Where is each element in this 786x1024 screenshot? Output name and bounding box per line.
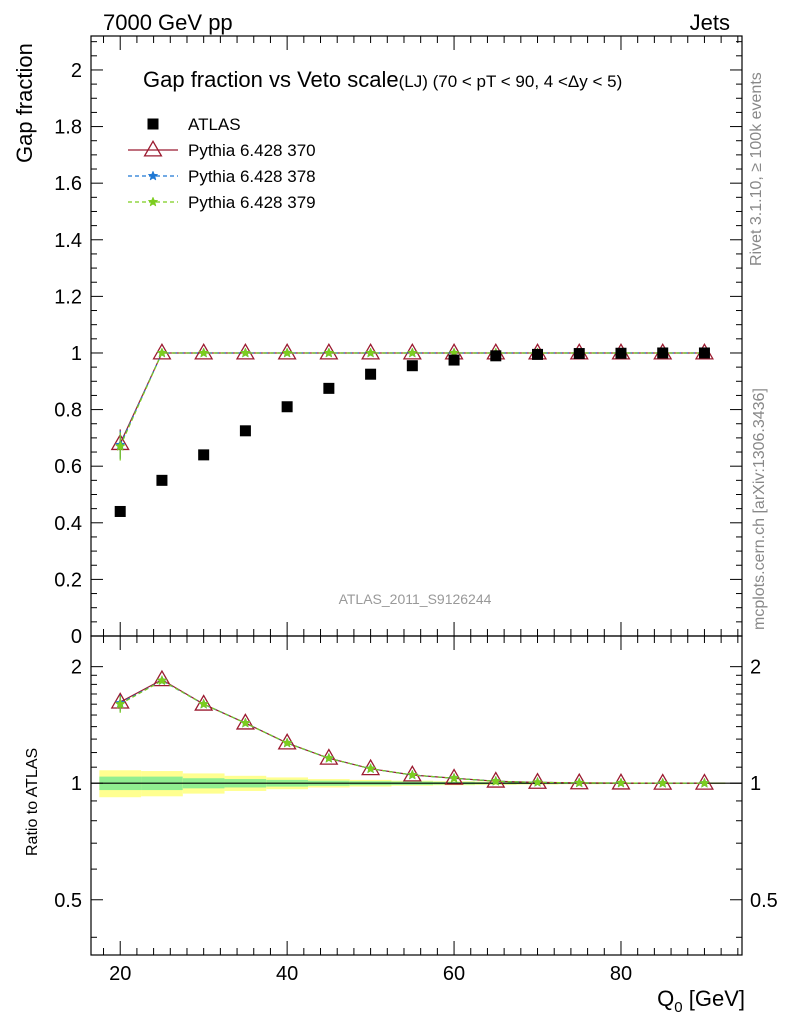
data-point-pythia-6-428-370 xyxy=(152,669,172,687)
data-point-pythia-6-428-379 xyxy=(406,347,418,358)
series-line-pythia-6-428-378 xyxy=(119,679,705,784)
main-y-tick-label: 0.4 xyxy=(54,513,82,535)
header-left-label: 7000 GeV pp xyxy=(103,10,233,35)
analysis-watermark: ATLAS_2011_S9126244 xyxy=(339,591,492,607)
data-point-atlas xyxy=(657,347,669,359)
main-y-tick-label: 1.2 xyxy=(54,286,82,308)
main-y-tick-label: 1 xyxy=(71,343,82,365)
data-point-pythia-6-428-379 xyxy=(240,717,251,728)
main-x-axis-ticks xyxy=(103,36,739,636)
data-point-pythia-6-428-379 xyxy=(406,769,418,780)
ratio-x-axis-ticks: 20 40 60 80 xyxy=(103,636,739,985)
data-point-atlas xyxy=(698,347,710,359)
data-point-pythia-6-428-379 xyxy=(365,763,376,774)
x-axis-label-main: Q xyxy=(657,986,674,1011)
data-point-pythia-6-428-379 xyxy=(699,777,710,788)
series-line-pythia-6-428-370 xyxy=(119,679,705,784)
uncertainty-bands xyxy=(90,635,743,956)
data-point-pythia-6-428-379 xyxy=(198,347,210,358)
data-point-atlas xyxy=(490,350,502,362)
data-point-pythia-6-428-379 xyxy=(365,347,376,358)
data-point-atlas xyxy=(573,348,585,360)
header-right-label: Jets xyxy=(690,10,730,35)
data-point-pythia-6-428-379 xyxy=(156,675,168,686)
ratio-y-tick-label: 1 xyxy=(71,773,82,795)
data-point-pythia-6-428-379 xyxy=(281,737,293,748)
main-y-tick-label: 1.8 xyxy=(54,117,82,139)
series-line-pythia-6-428-379 xyxy=(119,679,705,784)
data-point-atlas xyxy=(532,348,544,360)
ratio-y-tick-label-right: 0.5 xyxy=(750,890,778,912)
data-point-pythia-6-428-379 xyxy=(657,777,669,788)
data-point-atlas xyxy=(114,505,126,517)
data-point-pythia-6-428-379 xyxy=(240,347,251,358)
data-point-atlas xyxy=(156,474,168,486)
data-point-pythia-6-428-379 xyxy=(323,752,335,763)
data-point-pythia-6-428-379 xyxy=(573,777,585,788)
main-y-axis-label: Gap fraction xyxy=(12,43,37,163)
data-point-pythia-6-428-379 xyxy=(114,440,126,451)
chart-title-main: Gap fraction vs Veto scale xyxy=(143,67,399,92)
data-point-atlas xyxy=(198,449,210,461)
x-tick-label: 20 xyxy=(109,963,131,985)
ratio-y-axis-label: Ratio to ATLAS xyxy=(24,748,41,856)
legend-label-atlas: ATLAS xyxy=(188,115,241,134)
ratio-series-layer xyxy=(110,669,714,790)
legend-label-pythia-6-428-378: Pythia 6.428 378 xyxy=(188,167,316,186)
data-point-pythia-6-428-379 xyxy=(615,777,627,788)
ratio-plot-panel: 0.5 0.5 1 1 2 2 20 40 60 80 Ratio to ATLAS Q0 [G… xyxy=(24,635,778,1016)
x-axis-label-sub: 0 xyxy=(674,999,682,1016)
data-point-pythia-6-428-379 xyxy=(532,776,543,787)
legend-label-pythia-6-428-379: Pythia 6.428 379 xyxy=(188,193,316,212)
x-tick-label: 60 xyxy=(443,963,465,985)
data-point-atlas xyxy=(239,425,251,437)
x-tick-label: 80 xyxy=(610,963,632,985)
mcplots-label: mcplots.cern.ch [arXiv:1306.3436] xyxy=(751,388,768,630)
main-y-tick-label: 0.8 xyxy=(54,400,82,422)
legend: ATLAS Pythia 6.428 370 Pythia 6.428 378 Pyt… xyxy=(128,115,316,212)
x-axis-label-unit: [GeV] xyxy=(683,986,745,1011)
data-point-pythia-6-428-379 xyxy=(114,698,126,709)
data-point-pythia-6-428-379 xyxy=(281,347,293,358)
legend-marker-pythia-6-428-379 xyxy=(147,196,159,207)
data-point-atlas xyxy=(365,368,377,380)
main-series-layer xyxy=(110,343,714,517)
main-y-axis-ticks: 0 0.2 0.4 0.6 0.8 1 1.2 1.4 1.6 1.8 2 xyxy=(54,41,742,648)
ratio-y-tick-label-right: 2 xyxy=(750,657,761,679)
legend-marker-pythia-6-428-370 xyxy=(143,140,163,157)
main-plot-panel: 0 0.2 0.4 0.6 0.8 1 1.2 1.4 1.6 1.8 2 Gap fraction… xyxy=(12,35,743,648)
rivet-version-label: Rivet 3.1.10, ≥ 100k events xyxy=(748,72,765,266)
ratio-y-tick-label: 2 xyxy=(71,657,82,679)
data-point-atlas xyxy=(615,347,627,359)
data-point-atlas xyxy=(448,354,460,366)
legend-marker-atlas xyxy=(147,118,159,130)
chart-title-sub: (LJ) (70 < pT < 90, 4 <Δy < 5) xyxy=(399,72,623,91)
ratio-y-tick-label-right: 1 xyxy=(750,773,761,795)
legend-label-pythia-6-428-370: Pythia 6.428 370 xyxy=(188,141,316,160)
data-point-pythia-6-428-379 xyxy=(323,347,335,358)
x-tick-label: 40 xyxy=(276,963,298,985)
main-y-tick-label: 0.2 xyxy=(54,569,82,591)
main-y-tick-label: 0 xyxy=(71,626,82,648)
data-point-atlas xyxy=(406,360,418,372)
main-y-tick-label: 2 xyxy=(71,60,82,82)
main-y-tick-label: 1.4 xyxy=(54,230,82,252)
data-point-pythia-6-428-379 xyxy=(490,775,502,786)
ratio-y-axis-ticks: 0.5 0.5 1 1 2 2 xyxy=(54,657,778,938)
data-point-atlas xyxy=(281,401,293,413)
main-y-tick-label: 0.6 xyxy=(54,456,82,478)
data-point-pythia-6-428-379 xyxy=(448,772,460,783)
x-axis-label: Q0 [GeV] xyxy=(657,986,745,1016)
data-point-pythia-6-428-379 xyxy=(198,698,210,709)
legend-marker-pythia-6-428-378 xyxy=(147,170,159,181)
data-point-atlas xyxy=(323,382,335,394)
chart-title: Gap fraction vs Veto scale(LJ) (70 < pT … xyxy=(143,67,622,92)
ratio-plot-frame xyxy=(90,635,743,956)
main-y-tick-label: 1.6 xyxy=(54,173,82,195)
data-point-pythia-6-428-379 xyxy=(156,347,168,358)
ratio-y-tick-label: 0.5 xyxy=(54,890,82,912)
